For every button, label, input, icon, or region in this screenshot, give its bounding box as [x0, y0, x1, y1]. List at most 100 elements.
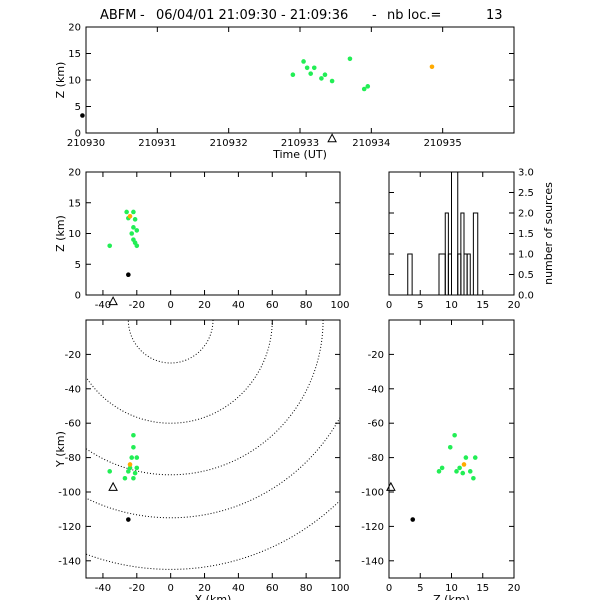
z-y-xlabel: Z (km) [433, 593, 470, 600]
x-y-frame [85, 319, 341, 579]
x-z-point-3 [131, 209, 136, 215]
z-y-point-4 [452, 432, 457, 438]
figure-title: ABFM - 06/04/01 21:09:30 - 21:09:36 - nb… [100, 8, 503, 23]
x-z-ytick-label-1: 5 [75, 260, 81, 271]
histogram-xtick-label-4: 20 [508, 300, 521, 311]
x-y-xtick-label-3: 20 [198, 583, 211, 594]
x-y-range-circle-0 [127, 320, 214, 364]
x-y-ytick-label-2: -100 [58, 488, 81, 499]
x-z-ytick-label-0: 0 [75, 291, 81, 302]
histogram-ytick-label-1: 0.5 [518, 270, 534, 281]
histogram-xtick-label-2: 10 [445, 300, 458, 311]
x-y-xtick-label-7: 100 [330, 583, 349, 594]
x-y-xtick-label-4: 40 [232, 583, 245, 594]
time-z-frame [85, 26, 515, 134]
z-y-point-6 [457, 465, 462, 471]
time-z-point-2 [301, 59, 306, 64]
time-z-point-6 [319, 76, 324, 81]
panel-x-y: -40 -20 0 20 40 60 80 100 -140 -120 -100 -80 -60 -40 -… [54, 319, 350, 600]
x-z-ytick-label-3: 15 [68, 198, 81, 209]
z-y-xtick-label-1: 5 [417, 583, 423, 594]
x-y-point-2 [131, 432, 136, 438]
time-z-point-0 [80, 113, 85, 118]
x-y-point-9 [132, 470, 138, 476]
time-z-xlabel: Time (UT) [272, 148, 327, 161]
panel-z-y: 0 5 10 15 20 -140 -120 -100 -80 -60 -40 -20 Z (km) [361, 319, 521, 600]
time-z-point-10 [361, 86, 367, 92]
x-y-point-10 [131, 475, 136, 481]
z-y-point-1 [436, 469, 442, 474]
z-y-point-2 [439, 465, 445, 471]
x-z-xtick-label-1: -20 [129, 300, 145, 311]
histogram-bar-8 [466, 253, 471, 296]
z-y-ytick-label-4: -60 [368, 419, 384, 430]
z-y-ytick-label-3: -80 [368, 453, 384, 464]
histogram-bar-0 [407, 253, 413, 296]
time-z-xtick-label-4: 210934 [352, 138, 390, 149]
x-z-frame [85, 171, 341, 296]
x-z-xtick-label-6: 80 [300, 300, 313, 311]
x-y-xtick-label-1: -20 [129, 583, 145, 594]
x-z-xtick-label-5: 60 [266, 300, 279, 311]
x-z-xtick-label-3: 20 [198, 300, 211, 311]
panel-time-z: 210930 210931 210932 210933 210934 210935 0 5 10… [54, 23, 515, 161]
histogram-xtick-label-1: 5 [417, 300, 423, 311]
z-y-point-8 [463, 455, 469, 460]
z-y-ytick-label-2: -100 [361, 488, 384, 499]
histogram-bar-1 [438, 253, 446, 296]
time-z-point-8 [329, 78, 335, 84]
x-y-point-6 [127, 465, 133, 471]
title-count-label: nb loc.= [387, 8, 441, 23]
x-y-ytick-label-1: -120 [58, 522, 81, 533]
z-y-ytick-label-6: -20 [368, 350, 384, 361]
x-y-ytick-label-3: -80 [65, 453, 81, 464]
title-station: ABFM [100, 8, 137, 23]
x-y-station-triangle [108, 481, 118, 491]
x-y-point-8 [126, 469, 131, 474]
x-z-ylabel: Z (km) [54, 215, 67, 252]
time-z-point-4 [308, 71, 314, 76]
time-z-ytick-label-1: 5 [75, 102, 81, 113]
x-y-range-circles [86, 320, 340, 570]
x-y-xtick-label-0: -40 [95, 583, 111, 594]
time-z-ytick-label-3: 15 [68, 49, 81, 60]
z-y-point-7 [460, 470, 466, 476]
histogram-bar-9 [472, 212, 479, 296]
time-z-xtick-label-1: 210931 [138, 138, 176, 149]
time-z-ytick-label-4: 20 [68, 23, 81, 34]
z-y-ytick-label-1: -120 [361, 522, 384, 533]
time-z-point-9 [347, 56, 353, 62]
x-y-point-4 [134, 455, 140, 460]
histogram-ytick-label-5: 2.5 [518, 188, 534, 199]
x-y-point-7 [134, 465, 140, 471]
z-y-point-3 [447, 444, 453, 450]
x-y-point-1 [107, 469, 113, 474]
z-y-point-12 [472, 455, 478, 460]
z-y-xtick-label-0: 0 [386, 583, 392, 594]
z-y-ytick-label-0: -140 [361, 556, 384, 567]
x-y-point-0 [126, 517, 131, 522]
z-y-xtick-label-2: 10 [445, 583, 458, 594]
x-y-ytick-label-4: -60 [65, 419, 81, 430]
time-z-xtick-label-0: 210930 [67, 138, 105, 149]
time-z-point-11 [365, 84, 371, 89]
x-z-point-11 [134, 243, 140, 249]
z-y-xtick-label-4: 20 [508, 583, 521, 594]
z-y-ytick-label-5: -40 [368, 384, 384, 395]
x-y-xlabel: X (km) [195, 593, 232, 600]
x-z-point-8 [129, 231, 135, 236]
x-z-point-2 [124, 209, 129, 215]
z-y-point-11 [461, 462, 467, 467]
x-y-point-12 [127, 462, 133, 467]
time-z-point-3 [304, 65, 310, 71]
z-y-point-10 [471, 475, 476, 481]
panel-histogram: 0 5 10 15 200.0 0.5 1.0 1.5 2.0 2.5 3.0 number of s… [386, 168, 555, 312]
x-z-xtick-label-0: -40 [95, 300, 111, 311]
panel-x-z: -40 -20 0 20 40 60 80 100 0 5 10 15 20 Z (km) [54, 168, 350, 312]
x-z-point-1 [107, 243, 113, 249]
histogram-ytick-label-6: 3.0 [518, 168, 534, 179]
time-z-xtick-label-5: 210935 [424, 138, 462, 149]
x-z-xtick-label-7: 100 [330, 300, 349, 311]
x-y-point-11 [122, 475, 128, 481]
